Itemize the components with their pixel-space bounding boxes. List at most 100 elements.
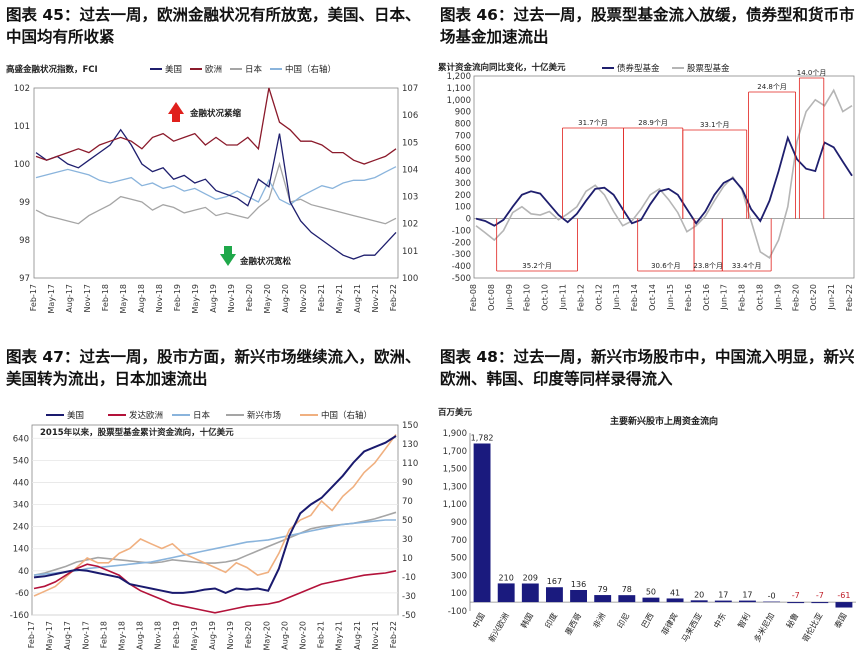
c47-y2-tick: 30 (402, 535, 413, 545)
c45-legend-label: 中国（右轴） (285, 64, 336, 75)
c45-y2-tick: 107 (402, 84, 418, 94)
c48-data-label: 50 (646, 588, 656, 597)
c46-cycle-label: 28.9个月 (638, 119, 668, 127)
c46-cycle-label: 24.8个月 (757, 83, 787, 91)
c47-y2-tick: 10 (402, 554, 413, 564)
c48-x-tick: 菲律宾 (659, 611, 680, 637)
c46-y-tick: -400 (452, 262, 471, 272)
c45-x-tick: May-19 (191, 284, 200, 313)
c48-bar (835, 602, 853, 608)
c48-chart-title: 主要新兴股市上周资金流向 (610, 415, 718, 427)
chart-panel-48: 图表 48：过去一周，新兴市场股市中，中国流入明显，新兴欧洲、韩国、印度等同样录… (434, 340, 868, 661)
c46-y-tick: 300 (455, 179, 471, 189)
c46-legend-label: 债券型基金 (617, 63, 660, 74)
c48-bar (497, 583, 515, 603)
c48-data-label: 20 (694, 590, 704, 599)
c47-y-tick: 140 (13, 545, 29, 555)
c45-x-tick: Nov-18 (155, 284, 164, 312)
c45-x-tick: Aug-19 (209, 284, 218, 313)
c46-x-tick: Oct-10 (541, 284, 550, 311)
c47-legend-label: 中国（右轴） (321, 410, 372, 421)
c46-x-tick: Feb-14 (630, 284, 639, 311)
c47-y-tick: -160 (10, 611, 29, 621)
c48-x-tick: 多米尼加 (752, 611, 777, 644)
c45-y-tick: 100 (14, 160, 30, 170)
c48-bar (714, 600, 732, 603)
c46-x-tick: Feb-22 (845, 284, 854, 311)
c48-y-tick: 700 (451, 536, 467, 546)
c48-x-tick: 中东 (711, 611, 728, 630)
c47-y2-tick: 50 (402, 516, 413, 526)
c47-y2-tick: 130 (402, 440, 418, 450)
c45-legend-label: 美国 (165, 64, 182, 75)
c48-x-tick: 中国 (470, 611, 487, 630)
c46-y-tick: 400 (455, 167, 471, 177)
chart-panel-47: 图表 47：过去一周，股市方面，新兴市场继续流入，欧洲、美国转为流出，日本加速流… (0, 340, 434, 661)
c48-x-tick: 非洲 (591, 611, 608, 630)
c48-data-label: 210 (499, 573, 514, 582)
c47-legend-label: 美国 (67, 410, 84, 421)
c46-cycle-label: 30.6个月 (651, 262, 681, 270)
c46-y-tick: -500 (452, 274, 471, 284)
c47-x-tick: Nov-18 (154, 621, 163, 649)
c47-x-tick: May-20 (262, 621, 271, 650)
c47-series-line (33, 434, 397, 597)
c46-x-tick: Oct-16 (702, 284, 711, 311)
c45-x-tick: Feb-20 (245, 284, 254, 311)
c46-x-tick: Jun-13 (612, 284, 621, 311)
c45-series-line (35, 161, 397, 225)
c48-bar (763, 601, 781, 603)
c47-y2-tick: 90 (402, 478, 413, 488)
c47-x-tick: Aug-18 (136, 621, 145, 650)
c46-x-tick: Feb-16 (684, 284, 693, 311)
c48-x-tick: 墨西哥 (564, 612, 584, 637)
c46-cycle-label: 14.0个月 (797, 69, 827, 77)
c46-y-tick: 500 (455, 155, 471, 165)
c45-series-line (35, 128, 397, 260)
c46-y-tick: 200 (455, 191, 471, 201)
c45-y2-tick: 103 (402, 193, 418, 203)
c46-x-tick: Oct-14 (648, 284, 657, 311)
c47-series-line (33, 519, 396, 576)
c47-y-tick: 440 (13, 478, 29, 488)
c47-x-tick: Feb-18 (99, 621, 108, 648)
c45-y2-tick: 102 (402, 220, 418, 230)
c45-series-line (35, 166, 397, 206)
c45-x-tick: Feb-18 (101, 284, 110, 311)
c48-y-tick: 300 (451, 571, 467, 581)
c48-y-tick: 900 (451, 518, 467, 528)
c46-plot-frame (473, 75, 855, 279)
c47-x-tick: May-17 (45, 621, 54, 650)
c47-x-tick: Nov-21 (371, 621, 380, 649)
c45-x-tick: May-20 (263, 284, 272, 313)
c45-legend-label: 欧洲 (205, 64, 222, 75)
chart-title-47: 图表 47：过去一周，股市方面，新兴市场继续流入，欧洲、美国转为流出，日本加速流… (6, 348, 421, 388)
c46-x-tick: Jun-11 (559, 284, 568, 311)
c48-x-tick: 马来西亚 (680, 612, 704, 644)
c45-y2-tick: 106 (402, 111, 418, 121)
c46-cycle-label: 33.4个月 (732, 262, 762, 270)
c45-series-line (35, 87, 397, 165)
c46-x-tick: Jun-17 (720, 284, 729, 311)
c46-y-tick: 600 (455, 143, 471, 153)
c47-x-tick: Nov-19 (226, 621, 235, 649)
c48-x-tick: 韩国 (518, 611, 535, 630)
c48-x-tick: 智利 (736, 611, 753, 630)
c48-bar (594, 595, 612, 603)
c45-y-axis-label: 高盛金融状况指数，FCI (6, 64, 98, 75)
c47-x-tick: Feb-17 (27, 621, 36, 648)
c46-x-tick: Oct-18 (755, 284, 764, 311)
c45-x-tick: May-17 (47, 284, 56, 313)
c45-plot-frame (33, 87, 399, 279)
c48-bar (473, 443, 491, 603)
c45-y-tick: 99 (19, 198, 30, 208)
c47-x-tick: Aug-19 (208, 621, 217, 650)
c47-legend-label: 日本 (193, 410, 211, 421)
c45-x-tick: Feb-17 (29, 284, 38, 311)
chart-panel-46: 图表 46：过去一周，股票型基金流入放缓，债券型和货币市场基金加速流出 -500… (434, 0, 868, 330)
equity-flow-line-chart: -160 -60 40 140 240 340 440 540 640 -50 -30 -10 10 30… (10, 410, 419, 650)
c48-bar (666, 598, 684, 603)
c46-x-tick: Oct-08 (487, 284, 496, 311)
c46-x-tick: Feb-12 (576, 284, 585, 311)
